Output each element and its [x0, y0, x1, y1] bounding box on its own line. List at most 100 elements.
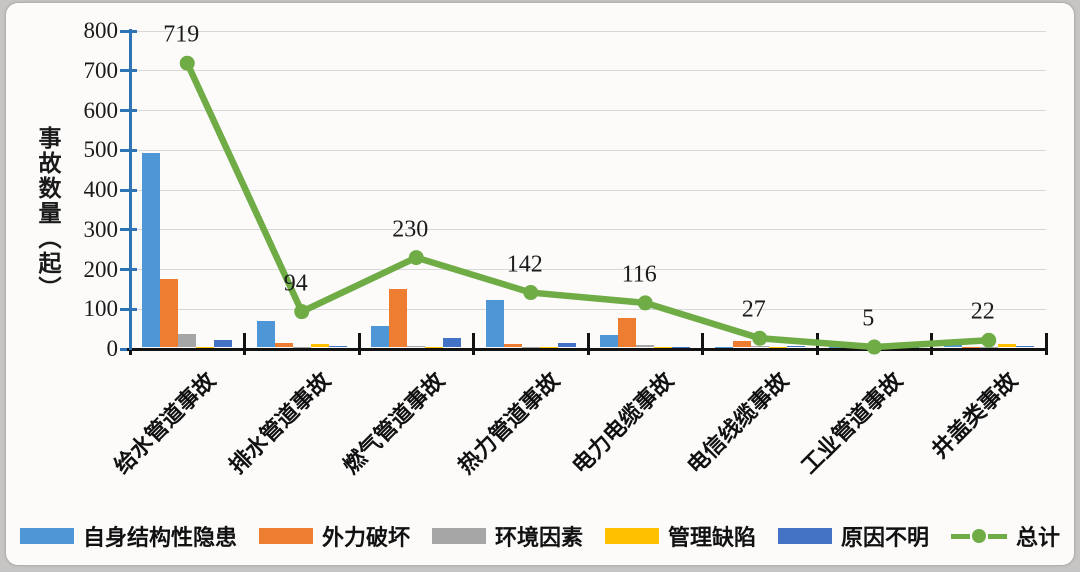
chart-legend: 自身结构性隐患 外力破坏 环境因素 管理缺陷 原因不明 总计	[6, 520, 1074, 552]
bar-外力破坏-给水管道事故	[160, 279, 179, 348]
x-category-label-热力管道事故: 热力管道事故	[452, 367, 564, 479]
total-data-label-井盖类事故: 22	[970, 298, 995, 325]
gridline-600	[130, 110, 1046, 111]
total-data-label-燃气管道事故: 230	[392, 216, 429, 243]
x-category-label-燃气管道事故: 燃气管道事故	[338, 367, 450, 479]
legend-swatch-环境因素	[431, 528, 486, 544]
y-tick-label-600: 600	[83, 97, 119, 123]
total-data-label-电信线缆事故: 27	[741, 296, 766, 323]
y-tick-label-400: 400	[83, 177, 119, 202]
gridline-200	[130, 269, 1046, 270]
total-data-label-工业管道事故: 5	[862, 305, 875, 332]
legend-label-管理缺陷: 管理缺陷	[668, 525, 757, 550]
x-axis-tick-3	[472, 333, 475, 355]
gridline-100	[130, 308, 1046, 310]
bar-原因不明-电信线缆事故	[786, 345, 805, 348]
total-data-label-电力电缆事故: 116	[621, 261, 657, 288]
y-tick-label-300: 300	[83, 216, 119, 242]
y-tick-label-700: 700	[83, 57, 119, 83]
bar-外力破坏-电信线缆事故	[732, 341, 751, 348]
bar-原因不明-井盖类事故	[1015, 345, 1034, 348]
x-axis-tick-1	[243, 333, 246, 355]
legend-line-segment	[988, 534, 1008, 539]
legend-label-环境因素: 环境因素	[494, 525, 583, 550]
legend-swatch-外力破坏	[258, 528, 313, 544]
gridline-500	[130, 149, 1046, 151]
bar-自身结构性隐患-电力电缆事故	[600, 334, 619, 348]
x-category-label-排水管道事故: 排水管道事故	[223, 367, 335, 479]
y-tick-label-500: 500	[83, 137, 119, 163]
bar-自身结构性隐患-燃气管道事故	[371, 326, 390, 348]
x-category-label-电力电缆事故: 电力电缆事故	[567, 367, 679, 479]
legend-label-自身结构性隐患: 自身结构性隐患	[82, 525, 237, 550]
bar-原因不明-给水管道事故	[214, 339, 233, 348]
bar-外力破坏-热力管道事故	[503, 344, 522, 348]
bar-管理缺陷-电信线缆事故	[768, 346, 787, 348]
y-tick-label-0: 0	[106, 336, 119, 361]
legend-label-总计: 总计	[1016, 525, 1061, 550]
bar-自身结构性隐患-排水管道事故	[256, 321, 275, 348]
legend-item-环境因素: 环境因素	[431, 520, 583, 552]
total-line-marker-燃气管道事故	[408, 250, 424, 266]
chart-card: 事故数量（起） 0 100 200 300 400 500 600 700 800 给水管道事故排…	[6, 3, 1074, 565]
x-axis-tick-2	[357, 333, 361, 355]
bar-外力破坏-电力电缆事故	[618, 318, 637, 348]
legend-label-外力破坏: 外力破坏	[321, 525, 410, 550]
bar-外力破坏-排水管道事故	[274, 342, 293, 348]
legend-line-symbol	[951, 529, 1008, 543]
gridline-700	[130, 70, 1046, 72]
legend-item-原因不明: 原因不明	[778, 520, 929, 552]
bar-管理缺陷-热力管道事故	[539, 346, 558, 348]
x-axis-tick-5	[701, 333, 704, 355]
x-axis-tick-6	[815, 333, 819, 355]
gridline-400	[130, 189, 1046, 191]
bar-自身结构性隐患-工业管道事故	[829, 346, 848, 348]
bar-环境因素-热力管道事故	[521, 346, 540, 348]
legend-swatch-原因不明	[778, 528, 833, 544]
y-tick-label-200: 200	[83, 256, 119, 282]
bar-环境因素-给水管道事故	[178, 333, 197, 348]
x-category-label-电信线缆事故: 电信线缆事故	[681, 367, 793, 479]
bar-管理缺陷-给水管道事故	[196, 346, 215, 348]
legend-line-segment	[951, 534, 971, 539]
y-axis-title: 事故数量（起）	[35, 125, 61, 301]
bar-原因不明-排水管道事故	[328, 345, 347, 348]
x-axis	[127, 347, 1047, 351]
legend-marker-dot	[972, 529, 987, 543]
bar-管理缺陷-井盖类事故	[997, 344, 1016, 348]
x-axis-tick-4	[586, 333, 590, 355]
legend-swatch-自身结构性隐患	[19, 528, 74, 544]
bar-管理缺陷-燃气管道事故	[425, 346, 444, 348]
bar-自身结构性隐患-热力管道事故	[485, 299, 504, 348]
bar-管理缺陷-电力电缆事故	[654, 346, 673, 348]
bar-外力破坏-工业管道事故	[847, 346, 866, 348]
total-line	[184, 61, 989, 351]
bar-环境因素-工业管道事故	[865, 346, 884, 348]
bar-自身结构性隐患-井盖类事故	[943, 345, 962, 348]
bar-原因不明-热力管道事故	[557, 343, 576, 348]
x-category-label-给水管道事故: 给水管道事故	[109, 367, 221, 479]
bar-原因不明-工业管道事故	[901, 346, 920, 348]
y-axis	[128, 29, 132, 350]
bar-环境因素-电信线缆事故	[750, 345, 769, 348]
total-line-marker-给水管道事故	[179, 55, 195, 71]
legend-label-原因不明: 原因不明	[841, 525, 930, 550]
accident-combo-chart: 事故数量（起） 0 100 200 300 400 500 600 700 800 给水管道事故排…	[6, 3, 1074, 565]
legend-item-总计: 总计	[951, 520, 1060, 552]
legend-item-自身结构性隐患: 自身结构性隐患	[19, 520, 237, 552]
gridline-800	[130, 30, 1046, 32]
bar-自身结构性隐患-给水管道事故	[142, 152, 161, 348]
y-tick-label-100: 100	[83, 296, 119, 322]
total-line-marker-排水管道事故	[294, 304, 310, 320]
legend-swatch-管理缺陷	[605, 528, 659, 544]
bar-环境因素-排水管道事故	[292, 346, 311, 348]
y-tick-label-800: 800	[83, 18, 119, 43]
legend-item-管理缺陷: 管理缺陷	[605, 520, 756, 552]
bar-环境因素-燃气管道事故	[407, 345, 426, 348]
x-category-label-工业管道事故: 工业管道事故	[796, 367, 908, 479]
bar-外力破坏-井盖类事故	[961, 346, 980, 348]
x-axis-tick-8	[1044, 333, 1048, 355]
gridline-300	[130, 229, 1046, 231]
bar-自身结构性隐患-电信线缆事故	[714, 346, 733, 348]
total-line-marker-井盖类事故	[981, 332, 997, 348]
